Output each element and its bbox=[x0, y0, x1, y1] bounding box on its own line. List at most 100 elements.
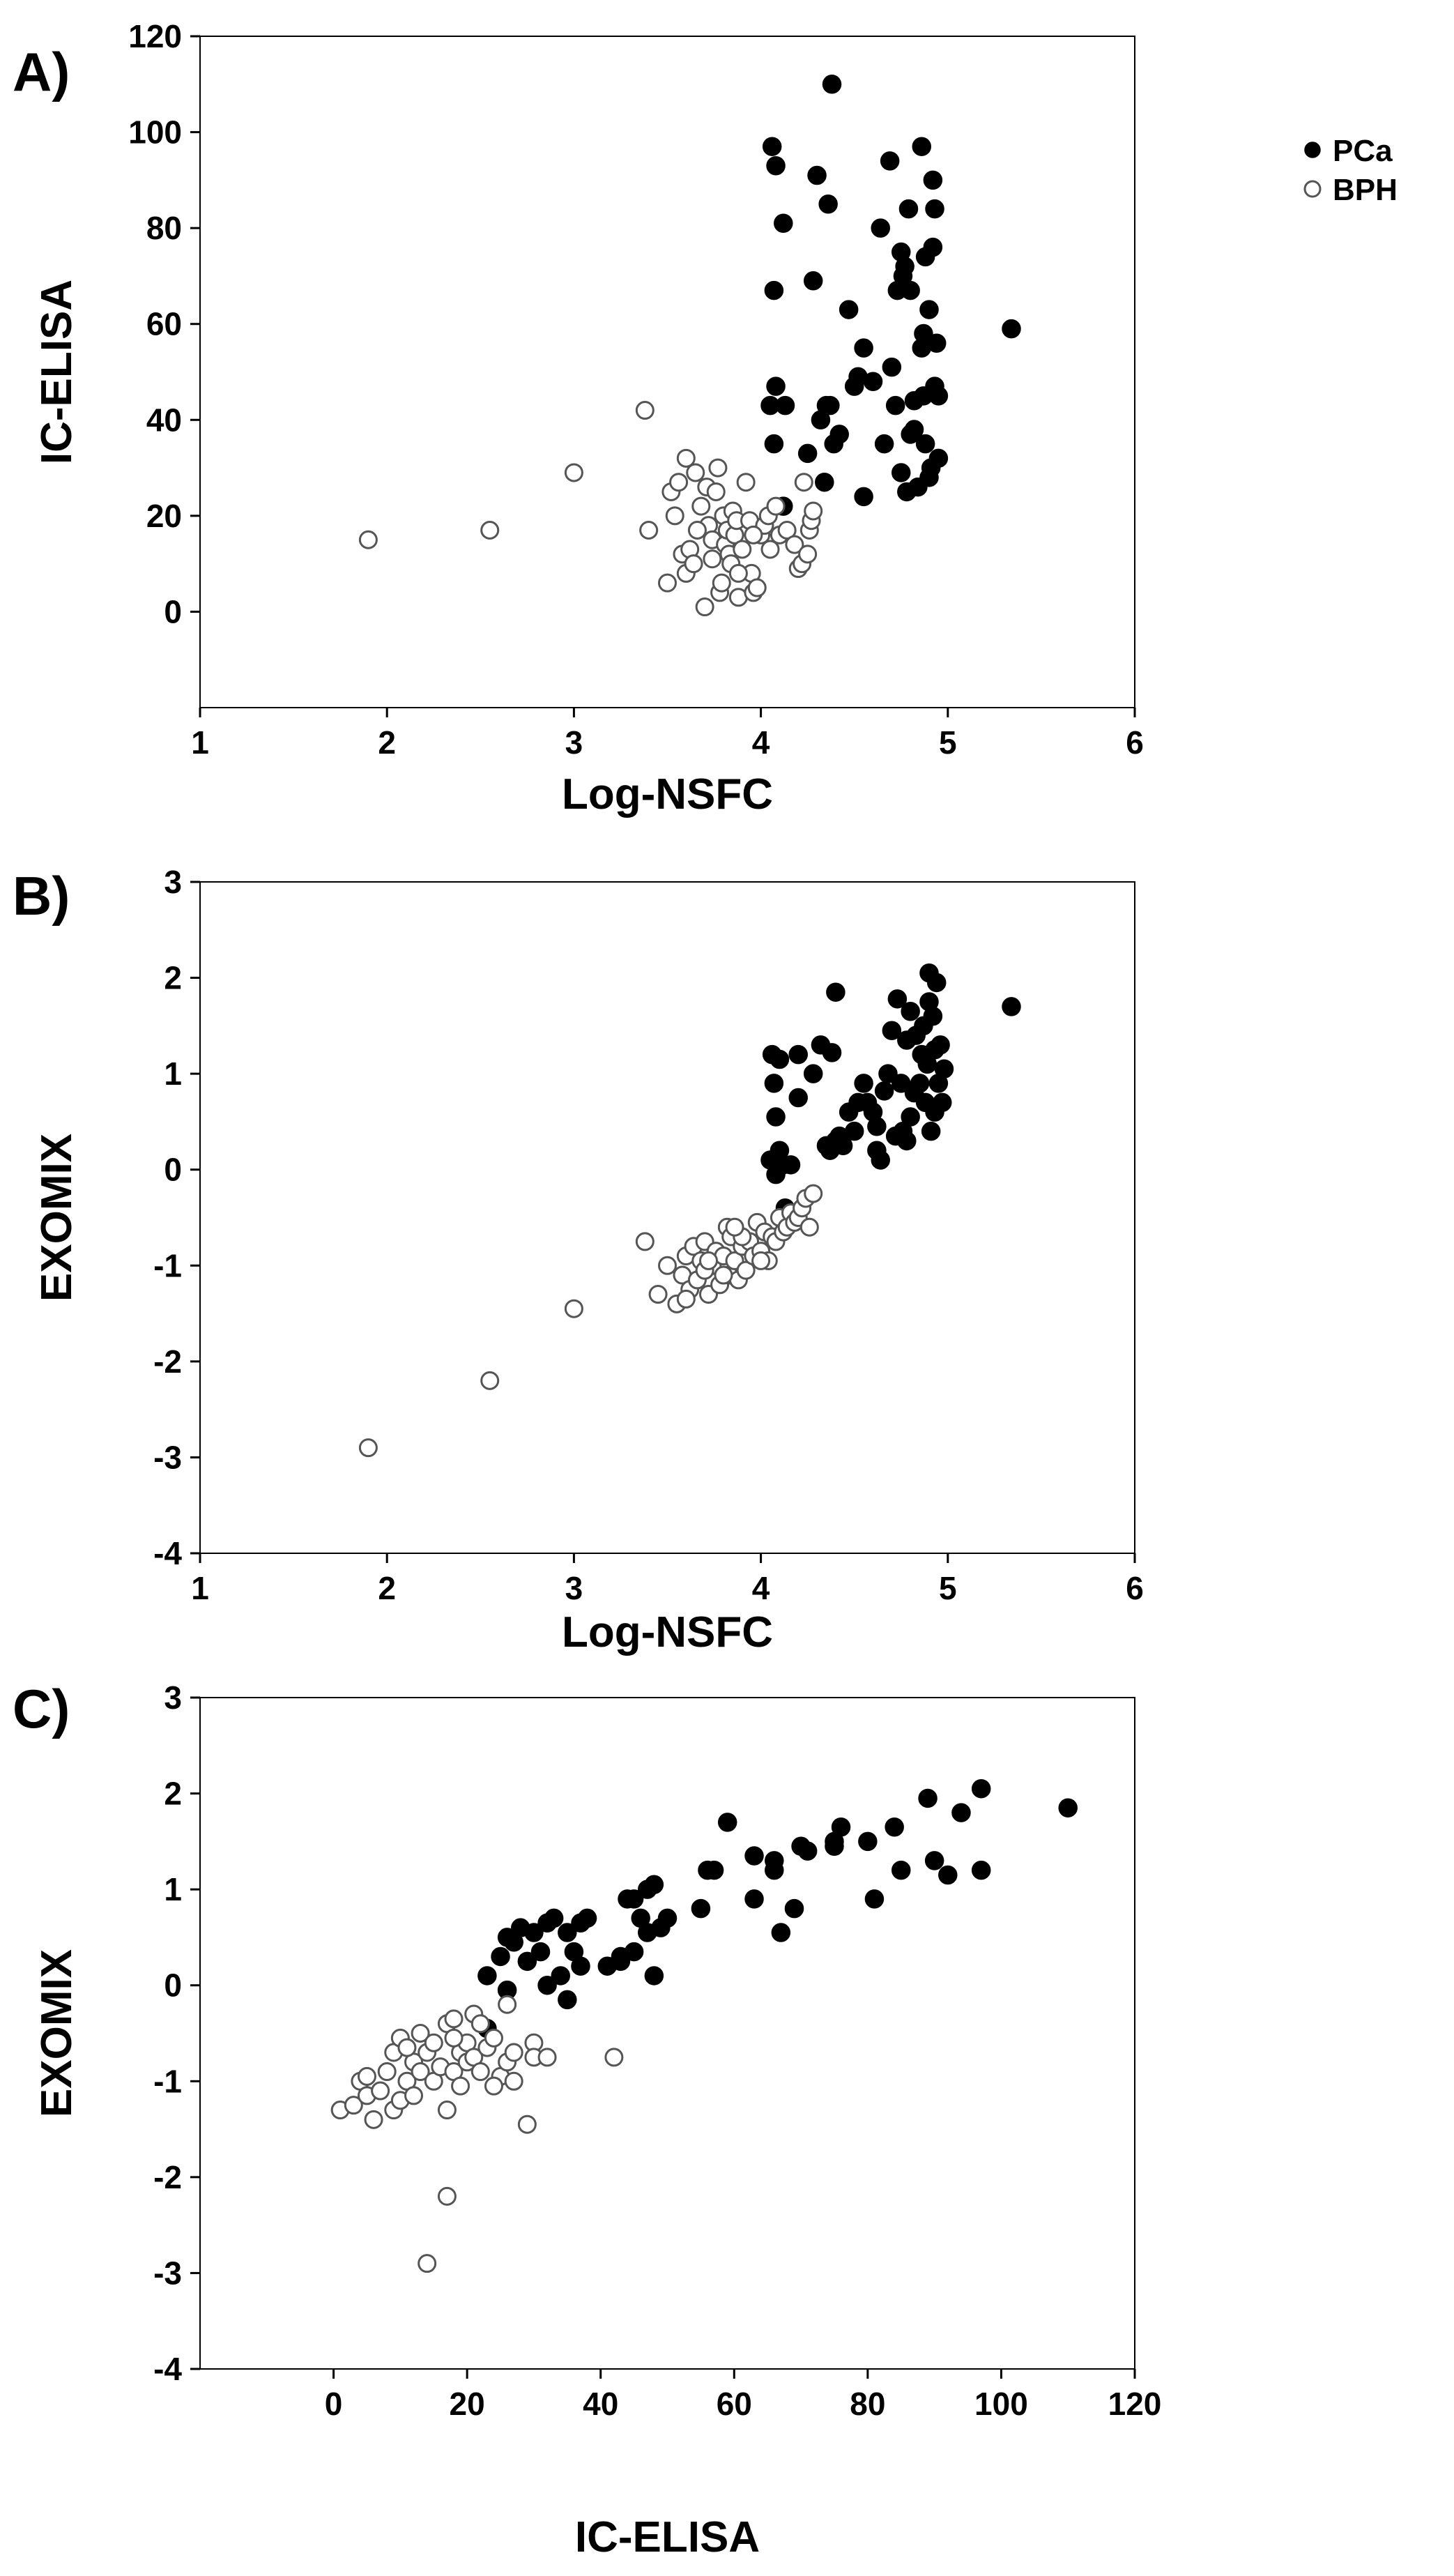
pca-point bbox=[885, 395, 905, 416]
pca-point bbox=[882, 1021, 902, 1040]
pca-point bbox=[820, 395, 840, 416]
pca-point bbox=[923, 170, 943, 190]
pca-point bbox=[771, 1923, 791, 1942]
bph-point bbox=[604, 2048, 624, 2067]
bph-point bbox=[444, 2028, 464, 2048]
bph-point bbox=[777, 520, 797, 540]
pca-point bbox=[784, 1898, 804, 1919]
pca-point bbox=[971, 1778, 991, 1799]
legend-label: BPH bbox=[1333, 173, 1398, 207]
y-tick-label: -4 bbox=[153, 1535, 182, 1571]
pca-point bbox=[818, 195, 838, 214]
pca-point bbox=[919, 300, 939, 319]
bph-point bbox=[470, 2062, 490, 2082]
y-tick-label: 60 bbox=[146, 306, 182, 342]
pca-point bbox=[744, 1846, 764, 1866]
pca-point bbox=[491, 1946, 510, 1967]
pca-point bbox=[854, 487, 873, 507]
pca-point bbox=[971, 1860, 991, 1880]
pca-point bbox=[885, 1817, 904, 1837]
pca-point bbox=[933, 1092, 952, 1113]
pca-point bbox=[788, 1088, 808, 1108]
pca-point bbox=[766, 1107, 786, 1127]
pca-point bbox=[878, 1064, 898, 1083]
bph-point bbox=[444, 2009, 464, 2029]
pca-point bbox=[931, 1035, 950, 1055]
pca-point bbox=[897, 1131, 917, 1151]
pca-point bbox=[815, 472, 834, 492]
pca-point bbox=[524, 1923, 544, 1942]
pca-point bbox=[704, 1860, 724, 1880]
pca-point bbox=[951, 1803, 971, 1822]
bph-point bbox=[639, 520, 659, 540]
bph-point bbox=[799, 1217, 819, 1237]
bph-point bbox=[676, 1289, 696, 1309]
bph-point bbox=[364, 2110, 383, 2129]
pca-point bbox=[854, 1074, 873, 1093]
x-tick-label: 1 bbox=[191, 1570, 209, 1606]
pca-point bbox=[934, 1059, 954, 1079]
y-tick-label: 80 bbox=[146, 210, 182, 246]
bph-point bbox=[564, 1299, 583, 1318]
bph-point bbox=[760, 540, 780, 559]
pca-point bbox=[822, 1043, 842, 1062]
bph-point bbox=[665, 506, 684, 526]
x-tick-label: 40 bbox=[583, 2386, 618, 2422]
x-tick-label: 120 bbox=[1108, 2386, 1162, 2422]
y-tick-label: 100 bbox=[128, 114, 182, 151]
x-tick-label: 3 bbox=[565, 1570, 583, 1606]
pca-point bbox=[923, 237, 943, 257]
pca-point bbox=[624, 1942, 644, 1962]
pca-point bbox=[765, 1860, 784, 1880]
y-tick-label: 40 bbox=[146, 402, 182, 438]
bph-point bbox=[358, 530, 378, 549]
pca-point bbox=[901, 280, 920, 300]
bph-point bbox=[658, 1256, 677, 1275]
bph-point bbox=[424, 2033, 443, 2052]
bph-point bbox=[766, 496, 786, 516]
x-tick-label: 1 bbox=[191, 724, 209, 761]
pca-point bbox=[891, 1074, 911, 1093]
pca-point bbox=[928, 386, 949, 406]
bph-point bbox=[635, 1232, 655, 1251]
bph-point bbox=[537, 2048, 557, 2067]
pca-point bbox=[928, 448, 949, 468]
pca-point bbox=[901, 1107, 920, 1127]
y-tick-label: 2 bbox=[164, 960, 182, 996]
pca-point bbox=[854, 338, 873, 358]
pca-point bbox=[844, 1121, 864, 1141]
panel-label: A) bbox=[13, 41, 70, 102]
bph-point bbox=[411, 2024, 430, 2043]
pca-point bbox=[938, 1865, 958, 1885]
plot-frame bbox=[199, 1697, 1135, 2370]
bph-point bbox=[804, 1184, 823, 1203]
pca-point bbox=[577, 1908, 597, 1928]
pca-point bbox=[891, 1860, 911, 1880]
bph-point bbox=[517, 2114, 537, 2134]
pca-point bbox=[829, 425, 849, 444]
x-axis-title: IC-ELISA bbox=[575, 2513, 760, 2561]
legend-marker bbox=[1303, 180, 1322, 198]
bph-point bbox=[504, 2043, 523, 2062]
pca-point bbox=[826, 982, 845, 1002]
pca-point bbox=[551, 1966, 570, 1986]
pca-point bbox=[571, 1956, 590, 1976]
bph-point bbox=[676, 448, 696, 468]
pca-point bbox=[839, 300, 859, 319]
pca-point bbox=[910, 1074, 930, 1093]
y-tick-label: 1 bbox=[164, 1871, 182, 1907]
bph-point bbox=[484, 2028, 503, 2048]
pca-point bbox=[788, 1044, 808, 1065]
pca-point bbox=[717, 1813, 737, 1832]
x-tick-label: 5 bbox=[939, 724, 957, 761]
pca-point bbox=[775, 395, 795, 416]
x-tick-label: 4 bbox=[752, 724, 770, 761]
pca-point bbox=[611, 1951, 631, 1972]
bph-point bbox=[480, 1371, 500, 1390]
pca-point bbox=[691, 1898, 711, 1919]
pca-point bbox=[797, 1841, 818, 1861]
pca-point bbox=[624, 1889, 644, 1909]
pca-point bbox=[915, 434, 935, 454]
pca-point bbox=[923, 1006, 943, 1026]
pca-point bbox=[803, 271, 823, 291]
